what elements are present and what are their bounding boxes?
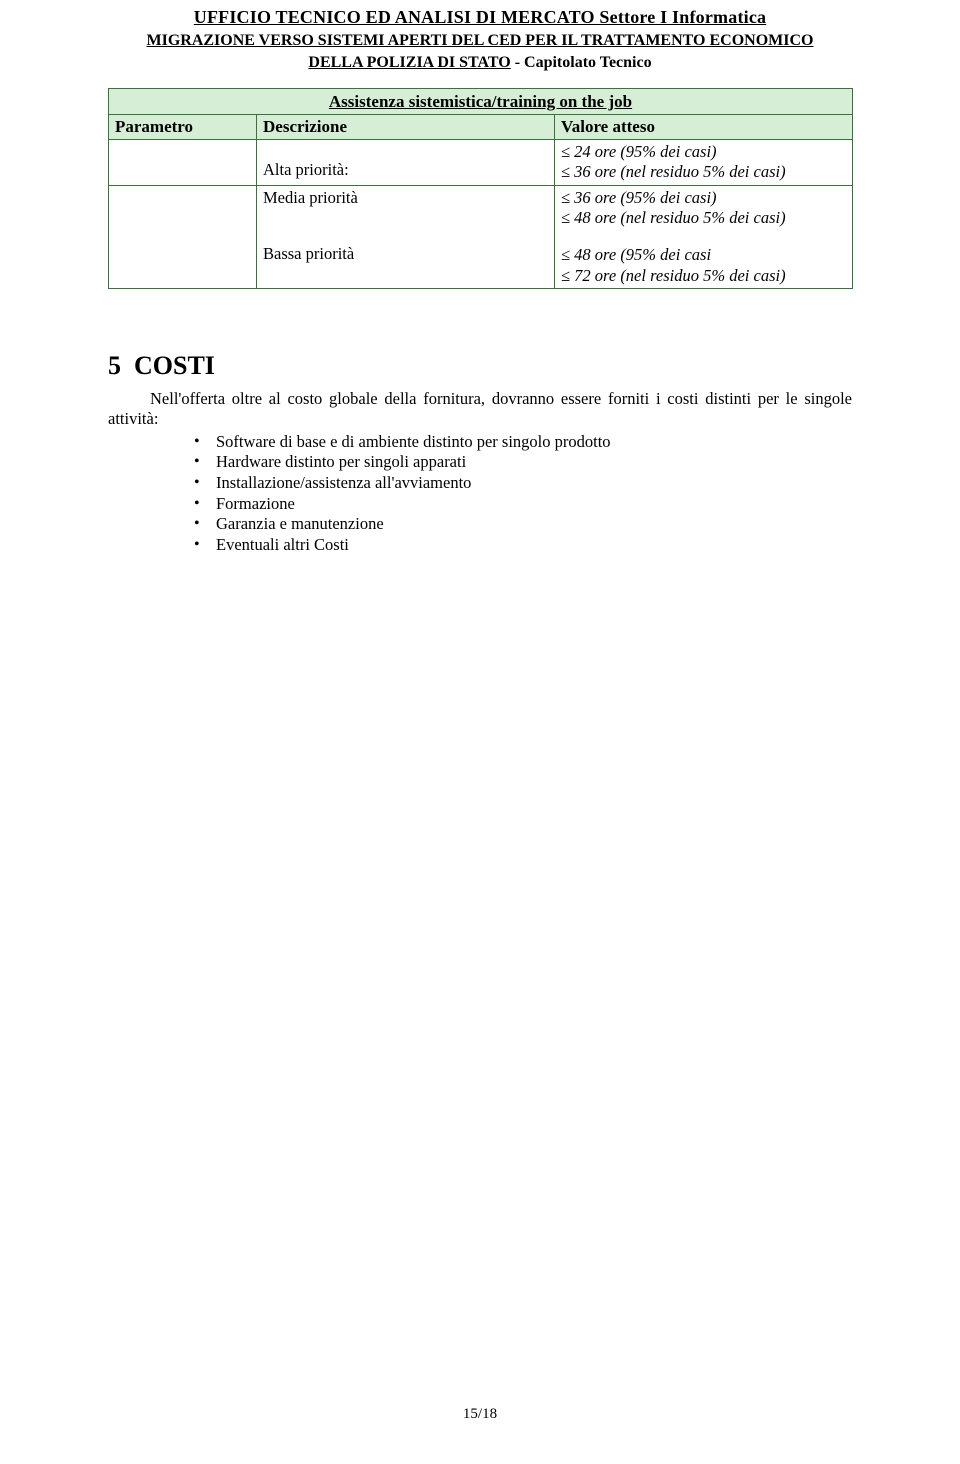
table-cell-parametro [109, 185, 257, 289]
table-head-valore: Valore atteso [555, 115, 853, 139]
priority-label-media: Media priorità [263, 188, 548, 209]
section-number: 5 [108, 351, 121, 380]
table-title-cell: Assistenza sistemistica/training on the … [109, 89, 853, 115]
assistenza-table: Assistenza sistemistica/training on the … [108, 88, 853, 289]
value-line: ≤ 48 ore (95% dei casi [561, 245, 846, 266]
list-item: Software di base e di ambiente distinto … [216, 432, 852, 453]
value-line: ≤ 48 ore (nel residuo 5% dei casi) [561, 208, 846, 229]
table-cell-valore: ≤ 36 ore (95% dei casi) ≤ 48 ore (nel re… [555, 185, 853, 289]
value-line: ≤ 36 ore (95% dei casi) [561, 188, 846, 209]
priority-label-bassa: Bassa priorità [263, 244, 548, 265]
body-area: 5 COSTI Nell'offerta oltre al costo glob… [108, 322, 852, 556]
table-row: Alta priorità: ≤ 24 ore (95% dei casi) ≤… [109, 139, 853, 185]
page-footer: 15/18 [0, 1405, 960, 1424]
table-title-row: Assistenza sistemistica/training on the … [109, 89, 853, 115]
list-item: Installazione/assistenza all'avviamento [216, 473, 852, 494]
section-heading: 5 COSTI [108, 350, 852, 383]
header-line-3-rest: - Capitolato Tecnico [511, 54, 652, 71]
table-cell-descrizione: Alta priorità: [257, 139, 555, 185]
page: UFFICIO TECNICO ED ANALISI DI MERCATO Se… [0, 0, 960, 1464]
table-head-descrizione: Descrizione [257, 115, 555, 139]
list-item: Garanzia e manutenzione [216, 514, 852, 535]
list-item: Hardware distinto per singoli apparati [216, 452, 852, 473]
value-line: ≤ 72 ore (nel residuo 5% dei casi) [561, 266, 846, 287]
table-title: Assistenza sistemistica/training on the … [329, 92, 632, 111]
table-cell-descrizione: Media priorità Bassa priorità [257, 185, 555, 289]
section-intro: Nell'offerta oltre al costo globale dell… [108, 389, 852, 430]
table-cell-valore: ≤ 24 ore (95% dei casi) ≤ 36 ore (nel re… [555, 139, 853, 185]
section-title: COSTI [134, 351, 215, 380]
header-line-3-underlined: DELLA POLIZIA DI STATO [308, 54, 510, 71]
value-line: ≤ 36 ore (nel residuo 5% dei casi) [561, 162, 846, 183]
table-head-row: Parametro Descrizione Valore atteso [109, 115, 853, 139]
list-item: Formazione [216, 494, 852, 515]
page-header: UFFICIO TECNICO ED ANALISI DI MERCATO Se… [0, 6, 960, 73]
header-line-3: DELLA POLIZIA DI STATO - Capitolato Tecn… [0, 53, 960, 73]
header-line-2: MIGRAZIONE VERSO SISTEMI APERTI DEL CED … [0, 31, 960, 51]
page-number: 15/18 [463, 1406, 497, 1422]
table-row: Media priorità Bassa priorità ≤ 36 ore (… [109, 185, 853, 289]
table-cell-parametro [109, 139, 257, 185]
list-item: Eventuali altri Costi [216, 535, 852, 556]
table-head-parametro: Parametro [109, 115, 257, 139]
priority-label-alta: Alta priorità: [263, 160, 548, 181]
bullet-list: Software di base e di ambiente distinto … [108, 432, 852, 556]
header-line-1: UFFICIO TECNICO ED ANALISI DI MERCATO Se… [0, 6, 960, 29]
value-line: ≤ 24 ore (95% dei casi) [561, 142, 846, 163]
